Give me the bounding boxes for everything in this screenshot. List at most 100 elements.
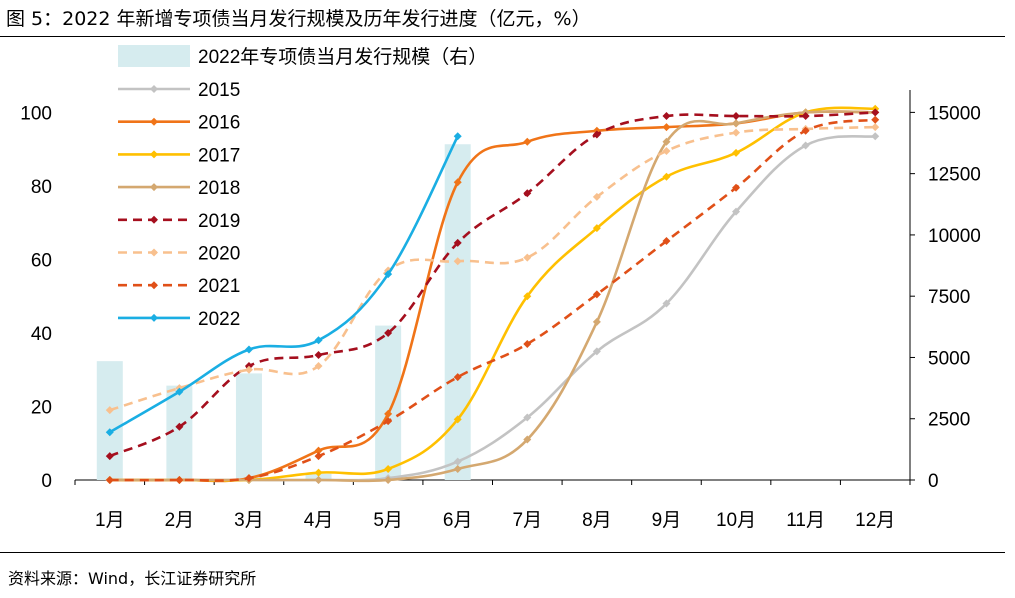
x-tick-label: 11月 [786, 510, 825, 531]
point-2019-11月 [801, 112, 810, 121]
point-2019-7月 [523, 189, 532, 198]
right-y-tick-label: 5000 [928, 348, 970, 369]
point-2015-6月 [453, 457, 462, 466]
legend-label: 2017 [198, 145, 240, 166]
x-tick-label: 9月 [652, 510, 682, 531]
point-2020-4月 [314, 362, 323, 371]
point-2019-2月 [175, 422, 184, 431]
x-tick-label: 5月 [373, 510, 403, 531]
left-y-tick-label: 60 [31, 250, 52, 271]
point-2017-6月 [453, 415, 462, 424]
x-tick-label: 4月 [304, 510, 334, 531]
point-2019-9月 [662, 112, 671, 121]
point-2021-1月 [105, 476, 114, 484]
bottom-rule [0, 552, 1005, 553]
point-2022-2月 [175, 387, 184, 396]
legend-marker-2022 [150, 313, 158, 322]
legend-label: 2019 [198, 211, 240, 232]
right-y-tick-label: 0 [928, 471, 939, 492]
x-tick-label: 3月 [234, 510, 264, 531]
point-2021-2月 [175, 476, 184, 484]
point-2019-4月 [314, 351, 323, 360]
point-2016-5月 [384, 409, 393, 418]
point-2021-11月 [801, 126, 810, 135]
point-2015-10月 [732, 207, 741, 216]
x-tick-label: 1月 [95, 510, 125, 531]
legend-label: 2018 [198, 178, 240, 199]
left-y-tick-label: 40 [31, 324, 52, 345]
point-2020-10月 [732, 128, 741, 137]
right-y-tick-label: 15000 [928, 103, 981, 124]
legend-marker-2015 [150, 85, 158, 93]
point-2015-8月 [592, 347, 601, 356]
point-2021-3月 [244, 474, 253, 483]
source-note: 资料来源：Wind，长江证券研究所 [8, 569, 257, 588]
point-2015-9月 [662, 299, 671, 308]
bar-2022-3月 [235, 373, 262, 480]
point-2015-12月 [871, 132, 880, 141]
legend-marker-2016 [150, 117, 158, 126]
point-2022-4月 [314, 336, 323, 345]
point-2017-8月 [592, 224, 601, 233]
left-y-tick-label: 20 [31, 397, 52, 418]
legend: 2022年专项债当月发行规模（右） 2015 2016 2017 2018 2019 202… [118, 45, 487, 330]
point-2018-8月 [592, 317, 601, 326]
series-line-2021 [109, 118, 876, 482]
point-2021-5月 [384, 417, 393, 426]
point-2015-11月 [801, 141, 810, 150]
point-2016-4月 [314, 446, 323, 455]
left-y-tick-label: 0 [41, 471, 52, 492]
right-y-tick-label: 10000 [928, 226, 981, 247]
point-2021-9月 [662, 237, 671, 246]
point-2020-12月 [871, 123, 880, 132]
point-2021-10月 [732, 183, 741, 192]
point-2018-6月 [453, 464, 462, 473]
series-line-2020 [109, 125, 876, 412]
point-2017-4月 [314, 468, 323, 477]
top-rule [0, 36, 1005, 37]
point-2015-7月 [523, 413, 532, 422]
point-2021-6月 [453, 373, 462, 382]
legend-label: 2021 [198, 276, 240, 297]
right-y-tick-label: 12500 [928, 165, 981, 186]
legend-marker-2018 [150, 183, 158, 192]
legend-label: 2022年专项债当月发行规模（右） [198, 46, 487, 68]
point-2020-1月 [105, 406, 114, 415]
chart-title: 图 5：2022 年新增专项债当月发行规模及历年发行进度（亿元，%） [6, 8, 591, 30]
point-2020-8月 [592, 192, 601, 201]
series-line-2022 [109, 135, 459, 434]
point-2021-4月 [314, 452, 323, 461]
left-y-tick-label: 80 [31, 177, 52, 198]
point-2019-5月 [384, 328, 393, 337]
bars [96, 144, 471, 480]
point-2018-4月 [314, 476, 323, 484]
point-2016-9月 [662, 123, 671, 132]
point-2022-1月 [105, 428, 114, 437]
point-2019-10月 [732, 112, 741, 121]
point-2017-7月 [523, 292, 532, 301]
x-tick-label: 6月 [443, 510, 473, 531]
x-tick-label: 12月 [855, 510, 895, 531]
point-2021-12月 [871, 115, 880, 124]
point-2016-7月 [523, 137, 532, 146]
legend-label: 2016 [198, 113, 240, 134]
lines [105, 104, 880, 484]
left-y-tick-label: 100 [20, 103, 52, 124]
point-2020-7月 [523, 253, 532, 262]
legend-swatch-bar [118, 45, 190, 67]
legend-label: 2015 [198, 80, 240, 101]
point-2017-9月 [662, 172, 671, 181]
bar-2022-5月 [375, 325, 402, 480]
right-y-tick-label: 2500 [928, 410, 970, 431]
x-tick-label: 7月 [513, 510, 543, 531]
point-2016-6月 [453, 178, 462, 187]
point-2022-6月 [453, 132, 462, 141]
point-2019-6月 [453, 238, 462, 247]
point-2019-1月 [105, 452, 114, 461]
point-2021-8月 [592, 290, 601, 299]
legend-marker-2021 [150, 281, 158, 290]
x-tick-label: 8月 [582, 510, 612, 531]
point-2018-9月 [662, 137, 671, 146]
legend-label: 2020 [198, 244, 240, 265]
